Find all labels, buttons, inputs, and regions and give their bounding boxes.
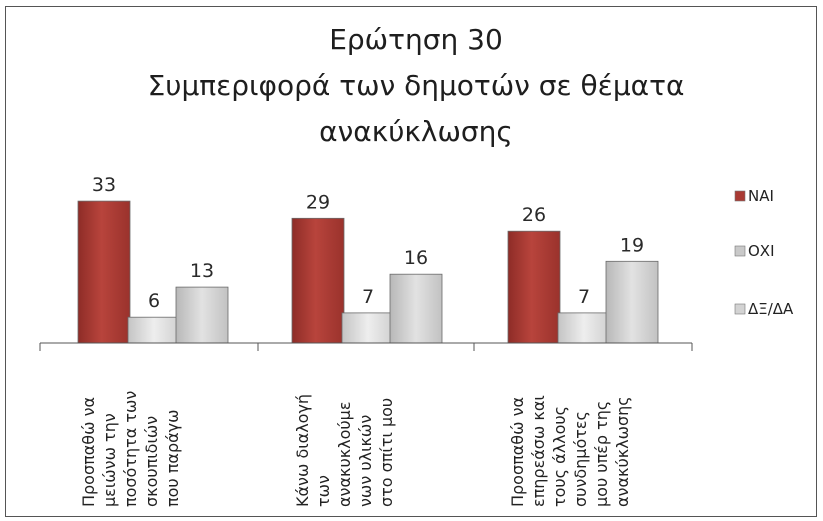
bars-group: 33 29 26 6 7 7 13 16 19 bbox=[77, 174, 659, 344]
category-label-3-line-6: ανακύκλωσης bbox=[613, 396, 632, 507]
data-label-nai-3: 26 bbox=[522, 204, 546, 226]
category-label-2-line-4: νων υλικών bbox=[356, 415, 375, 507]
category-label-2-line-1: Κάνω διαλογή bbox=[293, 394, 312, 507]
legend-label-oxi: ΟΧΙ bbox=[748, 242, 775, 260]
category-label-1-line-4: σκουπιδιών bbox=[142, 416, 161, 507]
legend-label-dxda: ΔΞ/ΔΑ bbox=[748, 300, 794, 318]
category-label-3-line-4: συνδημότες bbox=[571, 411, 590, 507]
legend: ΝΑΙ ΟΧΙ ΔΞ/ΔΑ bbox=[734, 187, 794, 318]
chart-title-line: Συμπεριφορά των δημοτών σε θέματα bbox=[148, 69, 685, 102]
category-label-3-line-5: μου υπέρ της bbox=[592, 401, 611, 507]
chart-title-line: ανακύκλωσης bbox=[319, 115, 513, 148]
category-label-2-line-3: ανακυκλούμε bbox=[335, 402, 354, 508]
category-labels: Προσπαθώ να μειώνω την ποσότητα των σκουπιδ… bbox=[79, 391, 632, 507]
category-label-3-line-2: επηρεάσω και bbox=[529, 395, 548, 507]
data-label-nai-2: 29 bbox=[306, 191, 330, 213]
legend-swatch-dxda bbox=[734, 303, 746, 315]
chart-svg: Ερώτηση 30 Συμπεριφορά των δημοτών σε θέμ… bbox=[39, 23, 794, 507]
category-label-3-line-3: τους άλλους bbox=[550, 406, 569, 507]
chart-frame: Ερώτηση 30 Συμπεριφορά των δημοτών σε θέμ… bbox=[5, 6, 817, 517]
data-label-dxda-3: 19 bbox=[620, 234, 644, 256]
data-label-nai-1: 33 bbox=[92, 174, 116, 196]
data-label-dxda-1: 13 bbox=[190, 260, 214, 282]
legend-swatch-nai bbox=[734, 190, 746, 202]
data-label-dxda-2: 16 bbox=[404, 247, 428, 269]
category-label-1-line-5: που παράγω bbox=[163, 409, 182, 507]
category-label-1-line-1: Προσπαθώ να bbox=[79, 397, 98, 507]
chart-title: Ερώτηση 30 Συμπεριφορά των δημοτών σε θέμ… bbox=[148, 23, 685, 148]
bar-oxi-3 bbox=[557, 312, 611, 344]
category-label-2-line-5: στο σπίτι μου bbox=[377, 398, 396, 507]
data-label-oxi-2: 7 bbox=[362, 286, 374, 308]
bar-oxi-1 bbox=[127, 316, 181, 344]
bar-nai-3 bbox=[507, 230, 561, 344]
chart-title-line: Ερώτηση 30 bbox=[329, 23, 503, 56]
bar-dxda-3 bbox=[605, 260, 659, 344]
bar-dxda-1 bbox=[175, 286, 229, 344]
category-label-2-line-2: των bbox=[314, 475, 333, 507]
legend-label-nai: ΝΑΙ bbox=[748, 187, 774, 205]
legend-swatch-oxi bbox=[734, 245, 746, 257]
category-label-1-line-2: μειώνω την bbox=[100, 413, 119, 507]
x-axis bbox=[39, 342, 693, 351]
bar-oxi-2 bbox=[341, 312, 395, 344]
bar-nai-2 bbox=[291, 217, 345, 344]
data-label-oxi-3: 7 bbox=[578, 286, 590, 308]
bar-dxda-2 bbox=[389, 273, 443, 344]
bar-nai-1 bbox=[77, 200, 131, 344]
category-label-3-line-1: Προσπαθώ να bbox=[508, 397, 527, 507]
category-label-1-line-3: ποσότητα των bbox=[121, 391, 140, 507]
data-label-oxi-1: 6 bbox=[148, 290, 160, 312]
